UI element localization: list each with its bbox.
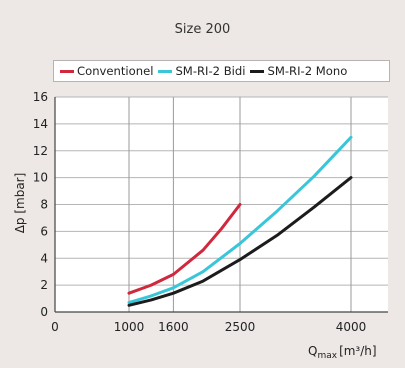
series-line-mono	[127, 176, 353, 307]
chart-legend: Conventionel SM-RI-2 Bidi SM-RI-2 Mono	[53, 60, 390, 82]
legend-item-bidi: SM-RI-2 Bidi	[158, 64, 245, 78]
x-tick-label-4000: 4000	[336, 320, 367, 334]
y-tick-label-14: 14	[33, 117, 48, 131]
x-tick-label-0: 0	[51, 320, 59, 334]
tick-labels: 0 2 4 6 8 10 12 14 16 0 1000 1600 2500 4000	[33, 90, 367, 334]
y-tick-label-8: 8	[40, 198, 48, 212]
axes	[54, 97, 388, 313]
chart-title: Size 200	[174, 22, 231, 37]
data-series	[127, 135, 353, 307]
y-axis-label: Δp [mbar]	[13, 173, 27, 234]
legend-label-mono: SM-RI-2 Mono	[267, 64, 348, 78]
x-tick-label-2500: 2500	[225, 320, 256, 334]
legend-item-mono: SM-RI-2 Mono	[250, 64, 347, 78]
x-axis-label-sub: max	[317, 351, 337, 361]
legend-swatch-conventionel	[60, 69, 74, 73]
x-axis-label: Qmax [m³/h]	[308, 344, 377, 361]
legend-label-conventionel: Conventionel	[77, 64, 154, 78]
legend-swatch-mono	[250, 69, 265, 73]
y-tick-label-12: 12	[33, 144, 48, 158]
x-tick-label-1000: 1000	[114, 320, 145, 334]
y-tick-label-10: 10	[33, 171, 48, 185]
series-line-bidi	[127, 135, 353, 305]
legend-item-conventionel: Conventionel	[60, 64, 153, 78]
x-axis-label-unit: [m³/h]	[339, 344, 377, 358]
y-tick-label-2: 2	[40, 278, 48, 292]
y-tick-label-0: 0	[40, 305, 48, 319]
y-tick-label-4: 4	[40, 251, 48, 265]
series-line-conventionel	[127, 203, 242, 295]
x-tick-label-1600: 1600	[158, 320, 189, 334]
y-tick-label-16: 16	[33, 90, 48, 104]
legend-label-bidi: SM-RI-2 Bidi	[175, 64, 246, 78]
y-tick-label-6: 6	[40, 224, 48, 238]
legend-swatch-bidi	[158, 69, 173, 73]
x-axis-label-main: Q	[308, 344, 317, 358]
